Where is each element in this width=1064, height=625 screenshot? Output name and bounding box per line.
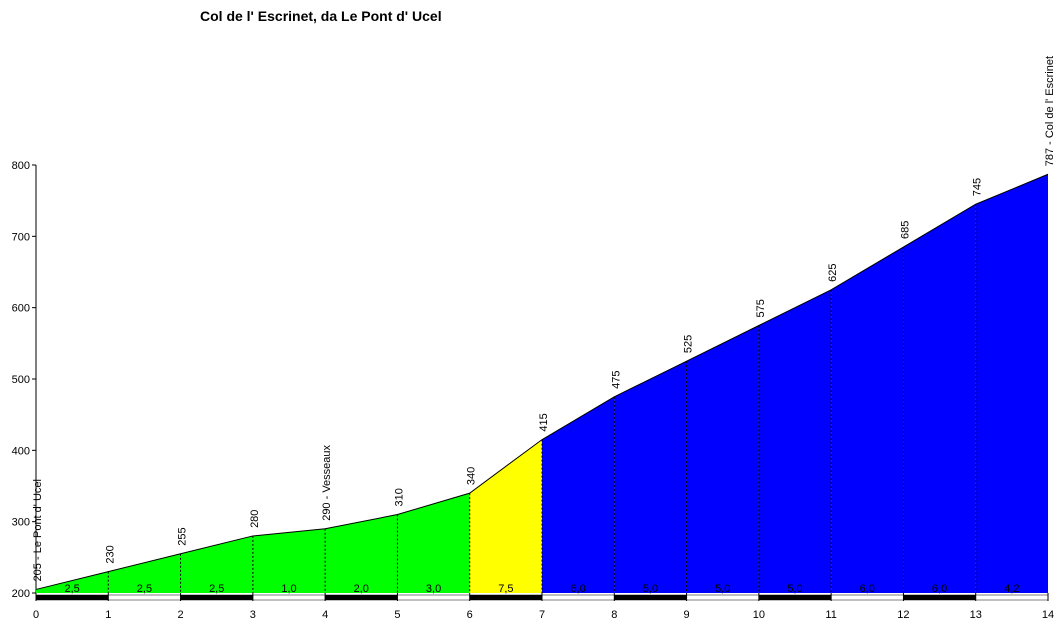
y-tick-label: 800 [12, 160, 30, 172]
point-label: 205 - Le Pont d' Ucel [32, 479, 44, 581]
km-stripe [35, 594, 109, 601]
point-label: 255 [177, 527, 189, 545]
x-tick-label: 9 [684, 609, 690, 621]
x-tick-label: 0 [33, 609, 39, 621]
segment-area [903, 204, 976, 593]
segment-label: 5,0 [643, 583, 658, 595]
x-tick-label: 1 [105, 609, 111, 621]
x-tick-label: 11 [825, 609, 836, 621]
segment-area [542, 396, 615, 593]
y-tick-label: 700 [12, 231, 30, 243]
segment-area [469, 439, 542, 593]
km-stripe [614, 594, 687, 601]
km-stripe [975, 594, 1049, 601]
km-stripe [324, 594, 398, 601]
segment-area [180, 535, 253, 593]
x-tick-label: 6 [467, 609, 473, 621]
x-tick-label: 2 [178, 609, 184, 621]
segment-label: 2,0 [354, 583, 369, 595]
segment-label: 1,0 [281, 583, 296, 595]
y-tick-label: 400 [12, 445, 30, 457]
km-stripe [397, 594, 470, 601]
point-label: 525 [683, 335, 695, 353]
segment-label: 6,0 [570, 583, 585, 595]
segment-label: 2,5 [137, 583, 152, 595]
x-tick-label: 12 [897, 609, 909, 621]
point-label: 415 [538, 413, 550, 431]
segment-label: 6,0 [860, 583, 875, 595]
point-label: 745 [972, 178, 984, 196]
segment-area [614, 361, 687, 593]
point-label: 340 [466, 467, 478, 485]
profile-line [35, 173, 1049, 590]
segment-label: 5,0 [787, 583, 802, 595]
km-stripe [903, 594, 976, 601]
segment-area [397, 493, 470, 593]
chart-title: Col de l' Escrinet, da Le Pont d' Ucel [200, 8, 442, 24]
km-stripe [541, 594, 615, 601]
segment-area [686, 325, 759, 593]
segment-area [325, 514, 398, 593]
point-label: 230 [104, 545, 116, 563]
segment-area [108, 553, 181, 593]
km-stripe [180, 594, 254, 601]
y-tick-label: 500 [12, 374, 30, 386]
segment-label: 2,5 [64, 583, 79, 595]
segment-label: 2,5 [209, 583, 224, 595]
x-tick-label: 5 [394, 609, 400, 621]
km-stripe [686, 594, 760, 601]
y-tick-label: 200 [12, 588, 30, 600]
segment-area [975, 174, 1048, 594]
segment-label: 7,5 [498, 583, 513, 595]
point-label: 685 [899, 221, 911, 239]
point-label: 787 - Col de l' Escrinet [1044, 56, 1056, 166]
segment-label: 5,0 [715, 583, 730, 595]
point-label: 310 [393, 488, 405, 506]
segment-label: 6,0 [932, 583, 947, 595]
y-tick-label: 600 [12, 303, 30, 315]
x-tick-label: 4 [322, 609, 328, 621]
km-stripe [830, 594, 904, 601]
km-stripe [469, 594, 543, 601]
point-label: 290 - Vesseaux [321, 444, 333, 520]
segment-area [252, 528, 326, 593]
km-stripe [758, 594, 832, 601]
segment-area [831, 247, 904, 594]
segment-label: 4,2 [1004, 583, 1019, 595]
point-label: 625 [827, 263, 839, 281]
point-label: 475 [610, 370, 622, 388]
point-label: 575 [755, 299, 767, 317]
x-tick-label: 7 [539, 609, 545, 621]
x-tick-label: 8 [611, 609, 617, 621]
x-tick-label: 14 [1042, 609, 1054, 621]
segment-area [758, 289, 832, 593]
x-tick-label: 13 [970, 609, 982, 621]
km-stripe [252, 594, 326, 601]
segment-area [36, 571, 109, 593]
point-label: 280 [249, 510, 261, 528]
km-stripe [108, 594, 181, 601]
x-tick-label: 3 [250, 609, 256, 621]
segment-label: 3,0 [426, 583, 441, 595]
y-tick-label: 300 [12, 517, 30, 529]
x-tick-label: 10 [753, 609, 765, 621]
